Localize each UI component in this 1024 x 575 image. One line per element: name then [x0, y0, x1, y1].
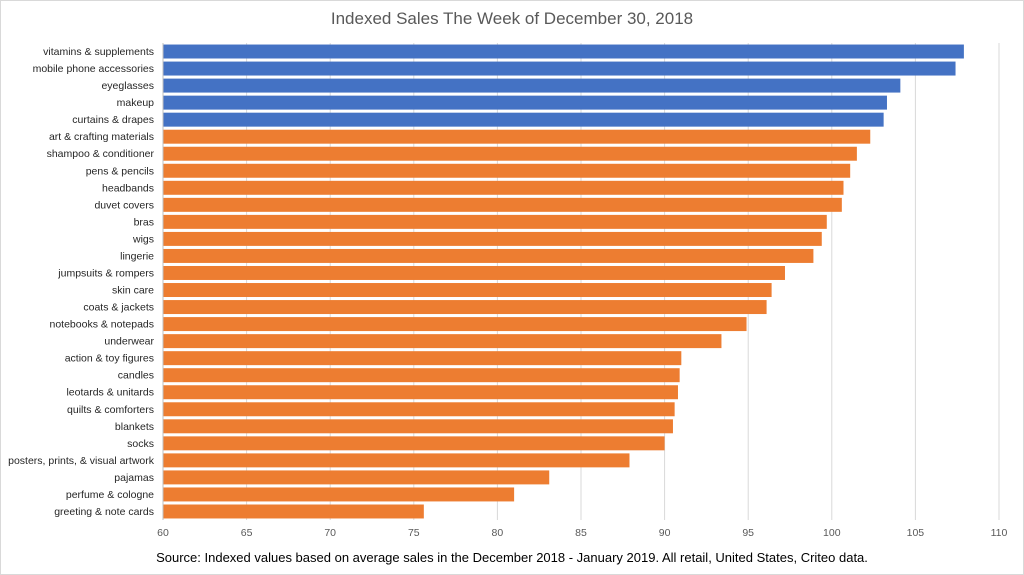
x-tick-label: 100: [823, 527, 841, 539]
bar: [163, 248, 814, 263]
x-tick-label: 70: [324, 527, 336, 539]
category-label: mobile phone accessories: [33, 63, 154, 75]
category-label: coats & jackets: [83, 302, 154, 314]
bar: [163, 300, 767, 315]
category-label: duvet covers: [94, 199, 154, 211]
bar: [163, 129, 871, 144]
bar: [163, 265, 785, 280]
bar: [163, 95, 887, 110]
category-label: quilts & comforters: [67, 404, 154, 416]
category-label: blankets: [115, 421, 154, 433]
category-label: bras: [134, 216, 154, 228]
category-label: headbands: [102, 182, 154, 194]
x-tick-label: 110: [991, 527, 1008, 539]
x-tick-label: 75: [408, 527, 420, 539]
category-label: underwear: [104, 336, 154, 348]
bar: [163, 180, 844, 195]
category-label: candles: [118, 370, 154, 382]
x-tick-label: 95: [742, 527, 754, 539]
category-label: shampoo & conditioner: [47, 148, 155, 160]
category-label: leotards & unitards: [66, 387, 154, 399]
bar: [163, 436, 665, 451]
bar: [163, 231, 822, 246]
bar: [163, 283, 772, 298]
bar: [163, 402, 675, 417]
bar: [163, 368, 680, 383]
chart-title: Indexed Sales The Week of December 30, 2…: [330, 9, 694, 28]
category-label: pens & pencils: [86, 165, 154, 177]
bar: [163, 163, 851, 178]
category-label: lingerie: [120, 250, 154, 262]
category-label: eyeglasses: [101, 80, 154, 92]
bar: [163, 214, 827, 229]
category-label: makeup: [117, 97, 155, 109]
category-label: curtains & drapes: [72, 114, 154, 126]
bar: [163, 197, 842, 212]
bar: [163, 61, 956, 76]
category-label: greeting & note cards: [54, 506, 154, 518]
category-label: posters, prints, & visual artwork: [8, 455, 155, 467]
bar: [163, 112, 884, 127]
bar: [163, 146, 857, 161]
category-label: wigs: [132, 233, 154, 245]
bar: [163, 504, 424, 519]
bar: [163, 351, 682, 366]
x-tick-label: 105: [907, 527, 925, 539]
bar: [163, 487, 515, 502]
category-label: art & crafting materials: [49, 131, 154, 143]
category-label: skin care: [112, 285, 154, 297]
category-label: perfume & cologne: [66, 489, 154, 501]
category-label: jumpsuits & rompers: [57, 267, 154, 279]
bar: [163, 453, 630, 468]
x-tick-label: 90: [659, 527, 671, 539]
category-label: vitamins & supplements: [43, 46, 154, 58]
x-tick-label: 65: [241, 527, 253, 539]
category-label: pajamas: [114, 472, 154, 484]
x-tick-label: 60: [157, 527, 169, 539]
category-label: socks: [127, 438, 154, 450]
bar: [163, 44, 964, 59]
category-label: notebooks & notepads: [50, 319, 155, 331]
category-label: action & toy figures: [65, 353, 154, 365]
bar: [163, 470, 550, 485]
bar: [163, 419, 673, 434]
x-tick-label: 85: [575, 527, 587, 539]
bar: [163, 385, 678, 400]
bar: [163, 317, 747, 332]
source-note: Source: Indexed values based on average …: [156, 550, 868, 565]
bar: [163, 334, 722, 349]
bar: [163, 78, 901, 93]
x-tick-label: 80: [492, 527, 504, 539]
